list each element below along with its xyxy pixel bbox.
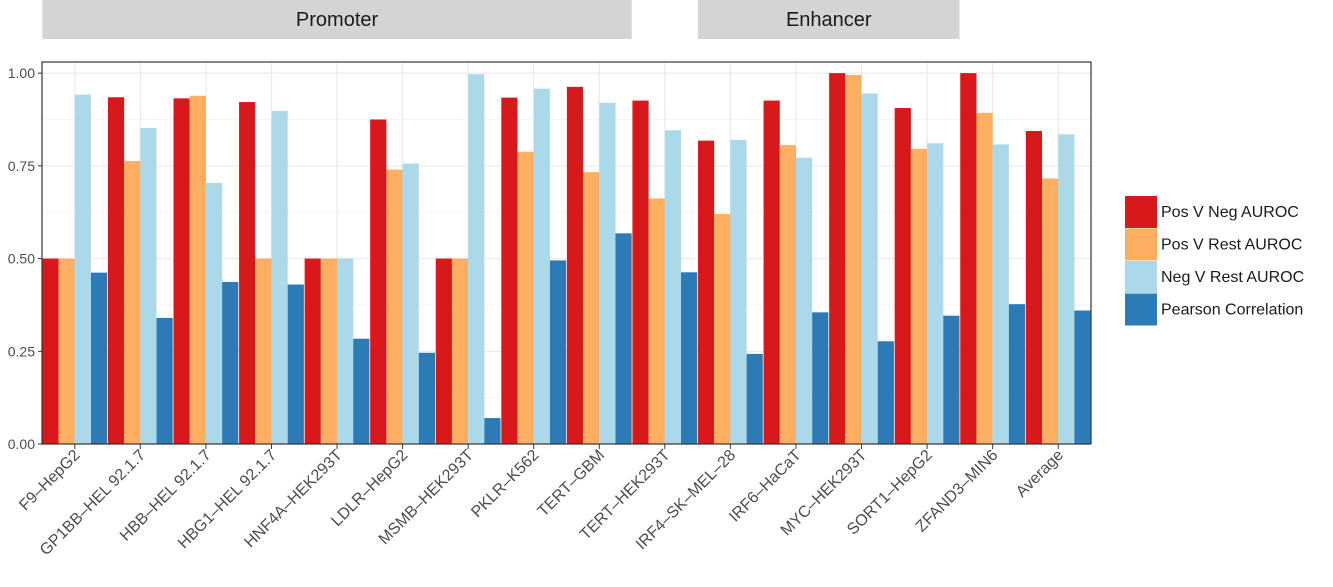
bar-pos-v-rest [976,112,993,445]
bar-pos-v-neg [894,107,911,445]
bar-pos-v-neg [370,119,387,444]
bar-pos-v-neg [566,86,584,444]
legend-swatch-pos-v-neg [1125,196,1157,228]
bar-pos-v-rest [386,169,403,444]
y-tick-label: 0.25 [8,343,35,359]
y-axis: 0.00 0.25 0.50 0.75 1.00 [8,65,42,452]
y-tick-label: 1.00 [8,65,35,81]
legend-swatch-neg-v-rest [1125,261,1157,293]
bar-pos-v-neg [42,258,59,444]
y-tick-label: 0.50 [8,251,35,267]
bar-neg-v-rest [205,182,223,445]
bar-neg-v-rest [795,157,813,445]
bar-neg-v-rest [992,144,1009,444]
bar-neg-v-rest [1058,134,1075,445]
x-tick-label: F9–HepG2 [16,447,83,514]
bar-pearson [90,272,108,444]
bar-pos-v-rest [779,145,796,444]
y-tick-label: 0.75 [8,158,35,174]
bar-pos-v-rest [1042,178,1059,444]
plot-panel-border [41,61,1092,445]
bar-pos-v-rest [583,172,600,444]
bar-pos-v-neg [763,100,780,445]
bar-pos-v-neg [829,73,846,444]
bar-neg-v-rest [468,74,485,445]
bar-pearson [681,272,698,444]
bar-pos-v-rest [255,258,272,444]
x-tick-label: TERT–GBM [535,447,608,520]
bar-neg-v-rest [74,94,91,444]
bar-pos-v-neg [960,73,977,444]
group-label-promoter: Promoter [296,9,379,31]
bar-pearson [746,353,763,444]
bar-pearson [484,418,501,444]
bar-pearson [615,233,632,444]
legend-swatch-pos-v-rest [1125,228,1157,261]
group-strip-promoter [42,0,632,39]
group-label-enhancer: Enhancer [786,9,872,31]
bar-pearson [1074,310,1091,444]
bar-neg-v-rest [337,258,354,444]
bar-pearson [353,338,370,444]
bar-pos-v-neg [173,98,190,444]
bar-pos-v-neg [435,258,452,444]
bar-pearson [287,284,304,444]
legend-label: Neg V Rest AUROC [1161,269,1304,286]
legend-label: Pos V Rest AUROC [1161,237,1302,254]
bar-pearson [812,312,829,444]
bar-neg-v-rest [599,102,616,445]
bar-pos-v-rest [58,258,75,444]
x-tick-label: PKLR–K562 [468,447,542,521]
bar-neg-v-rest [140,128,157,444]
x-tick-label: Average [1013,447,1067,501]
bar-pos-v-rest [189,95,206,444]
bar-pos-v-neg [304,258,321,444]
bar-pearson [418,352,435,444]
legend-swatch-pearson [1125,293,1157,326]
bar-pearson [877,341,894,444]
bar-pos-v-neg [501,97,518,444]
bar-pos-v-rest [320,258,338,444]
bar-neg-v-rest [402,163,419,444]
bar-pearson [549,260,567,444]
bar-pearson [222,281,239,444]
group-strip-enhancer [698,0,960,39]
bar-pos-v-neg [107,97,125,445]
bar-pos-v-rest [648,198,665,444]
bar-pos-v-neg [698,140,715,444]
bar-pos-v-rest [124,161,141,444]
bars [42,73,1091,445]
bar-neg-v-rest [271,110,288,445]
bar-neg-v-rest [927,143,944,444]
bar-neg-v-rest [861,93,878,445]
bar-pearson [1008,304,1026,444]
bar-pearson [156,317,173,444]
bar-pos-v-neg [1025,130,1043,444]
bar-pos-v-rest [451,258,469,444]
bar-pos-v-rest [845,74,862,444]
bar-neg-v-rest [533,88,550,444]
bar-neg-v-rest [664,130,682,444]
bar-pos-v-rest [714,214,731,444]
legend: Pos V Neg AUROC Pos V Rest AUROC Neg V Res… [1125,196,1304,326]
legend-label: Pearson Correlation [1161,302,1303,319]
bar-pearson [943,315,960,444]
bar-pos-v-rest [517,151,534,444]
bar-pos-v-rest [910,148,928,444]
group-strips: Promoter Enhancer [42,0,960,39]
y-tick-label: 0.00 [8,436,35,452]
bar-neg-v-rest [730,139,747,445]
legend-label: Pos V Neg AUROC [1161,204,1299,221]
bar-pos-v-neg [632,100,649,445]
bar-pos-v-neg [239,102,256,444]
